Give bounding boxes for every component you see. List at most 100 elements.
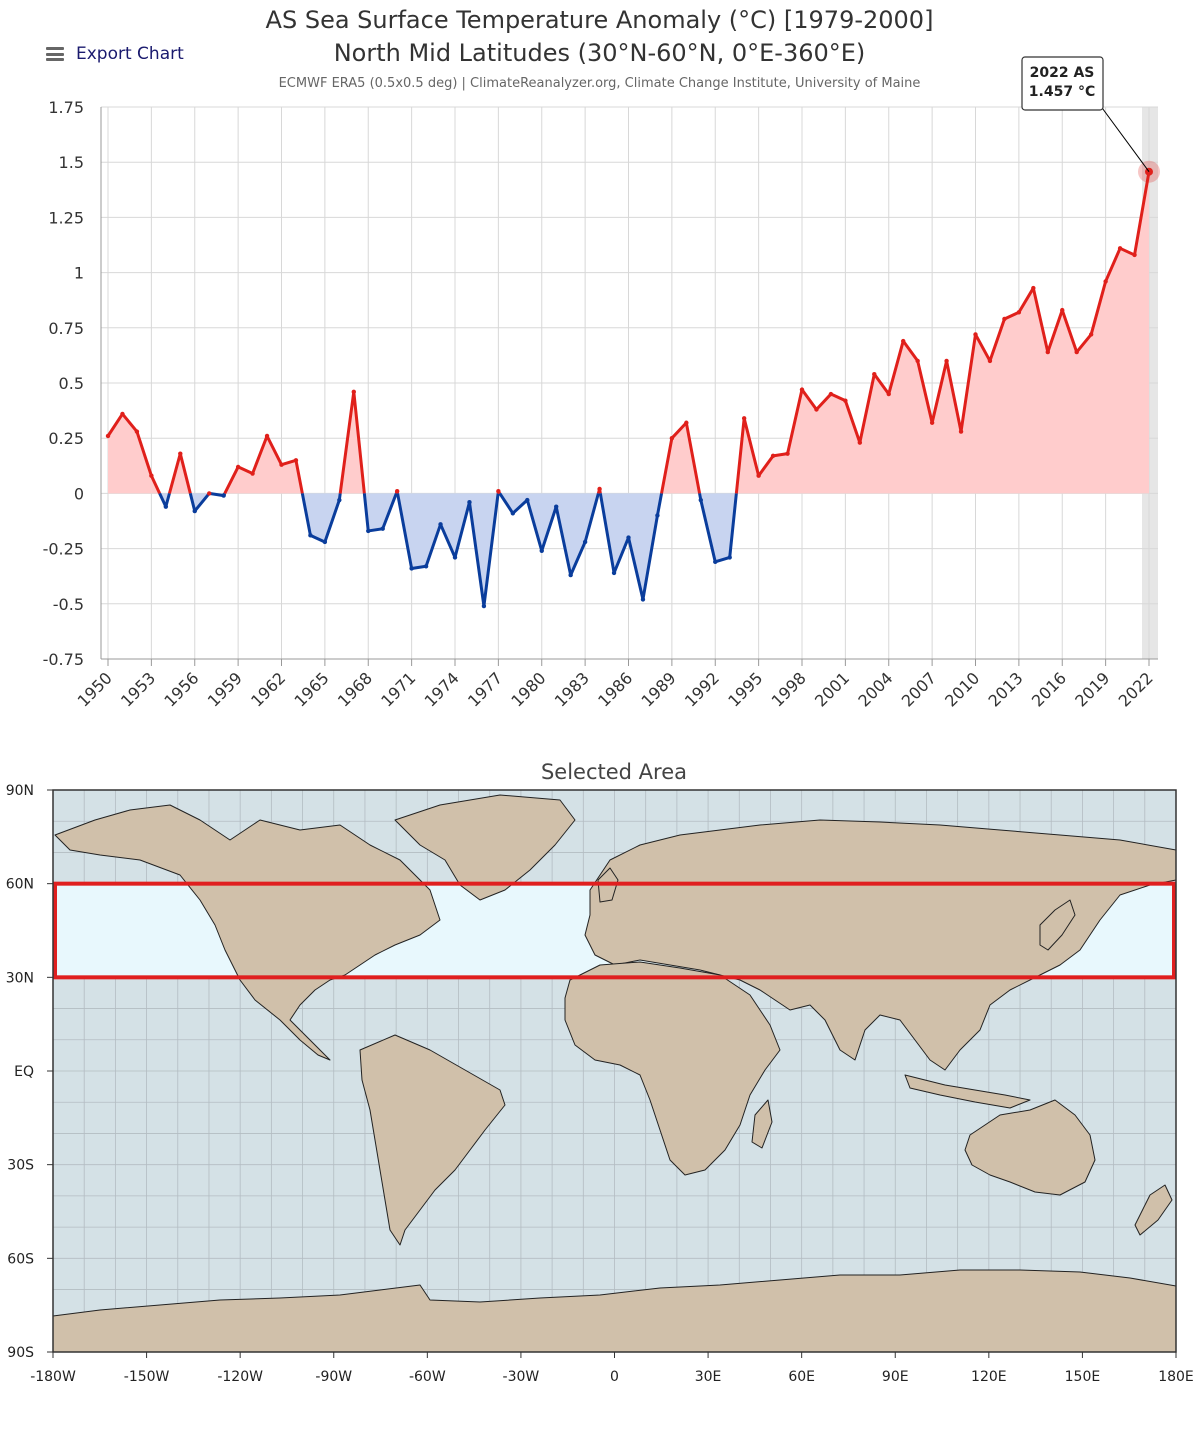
data-point[interactable]	[1132, 252, 1137, 258]
data-point[interactable]	[1060, 307, 1065, 313]
data-point[interactable]	[105, 433, 111, 439]
data-point[interactable]	[423, 564, 429, 569]
data-point[interactable]	[1088, 332, 1094, 337]
lat-tick-label: 30S	[7, 1158, 34, 1174]
chart-title-line2: North Mid Latitudes (30°N-60°N, 0°E-360°…	[333, 39, 866, 67]
data-point[interactable]	[915, 358, 920, 364]
data-point[interactable]	[814, 407, 819, 412]
data-point[interactable]	[741, 416, 747, 421]
data-point[interactable]	[684, 420, 689, 425]
data-point[interactable]	[582, 539, 588, 545]
x-tick-label: 1971	[377, 668, 419, 710]
data-point[interactable]	[467, 500, 472, 505]
data-point[interactable]	[409, 566, 414, 571]
data-point[interactable]	[279, 462, 284, 467]
positive-anomaly-area	[224, 435, 303, 494]
export-chart-button[interactable]: Export Chart	[46, 42, 184, 66]
data-point[interactable]	[901, 338, 906, 344]
data-point[interactable]	[857, 440, 863, 445]
data-point[interactable]	[235, 464, 241, 470]
data-point[interactable]	[655, 513, 660, 518]
data-point[interactable]	[799, 387, 805, 392]
y-tick-label: -0.25	[43, 540, 84, 559]
data-point[interactable]	[958, 429, 964, 434]
data-point[interactable]	[828, 391, 834, 397]
y-tick-label: 0.75	[48, 319, 84, 338]
data-point[interactable]	[886, 391, 891, 397]
data-point[interactable]	[785, 451, 790, 456]
data-point[interactable]	[366, 528, 371, 534]
data-point[interactable]	[770, 453, 776, 459]
x-tick-label: 1980	[507, 668, 549, 710]
negative-anomaly-area	[364, 493, 397, 531]
data-point[interactable]	[525, 497, 530, 503]
lat-tick-label: 90S	[7, 1345, 34, 1361]
data-point[interactable]	[221, 493, 226, 498]
data-point[interactable]	[308, 533, 313, 538]
x-tick-label: 1959	[204, 668, 246, 710]
data-point[interactable]	[192, 508, 197, 514]
data-point[interactable]	[496, 488, 501, 494]
data-point[interactable]	[727, 555, 732, 560]
data-point[interactable]	[597, 486, 602, 492]
anomaly-line-chart: 1.75 1.5 1.25 1 0.75 0.5 0.25 0 -0.25 -0.5 -0.75 1…	[43, 56, 1160, 711]
data-point[interactable]	[843, 398, 848, 403]
tooltip-label: 2022 AS	[1030, 65, 1095, 81]
positive-anomaly-line	[660, 421, 702, 494]
hamburger-menu-icon	[46, 47, 64, 61]
data-point[interactable]	[178, 451, 183, 456]
data-point[interactable]	[698, 497, 703, 503]
data-point[interactable]	[134, 429, 140, 434]
data-point[interactable]	[293, 458, 299, 463]
data-point[interactable]	[611, 570, 617, 576]
data-point[interactable]	[120, 411, 125, 417]
x-tick-label: 1962	[247, 668, 289, 710]
data-point[interactable]	[756, 473, 761, 478]
land-indonesia	[904, 1074, 1031, 1109]
data-point[interactable]	[1016, 310, 1022, 315]
data-point[interactable]	[539, 548, 544, 554]
y-tick-label: 0.5	[59, 374, 84, 393]
data-point[interactable]	[337, 497, 342, 503]
data-point[interactable]	[1045, 349, 1050, 355]
data-point[interactable]	[510, 511, 516, 516]
data-point[interactable]	[438, 522, 443, 527]
data-point[interactable]	[322, 539, 328, 545]
data-point[interactable]	[669, 436, 675, 441]
data-point[interactable]	[163, 504, 169, 509]
x-tick-label: 1983	[551, 668, 593, 710]
data-point[interactable]	[554, 504, 559, 509]
x-tick-label: 2004	[854, 668, 896, 710]
data-point[interactable]	[1117, 246, 1123, 251]
data-point[interactable]	[149, 473, 154, 478]
data-point[interactable]	[1002, 316, 1007, 322]
data-point[interactable]	[973, 332, 978, 337]
data-point[interactable]	[568, 572, 573, 578]
x-tick-label: 1977	[464, 668, 506, 710]
data-point[interactable]	[872, 371, 877, 377]
data-point[interactable]	[264, 433, 270, 439]
x-tick-label: 2016	[1028, 668, 1070, 710]
data-point[interactable]	[207, 491, 212, 496]
lat-tick-label: 90N	[6, 783, 34, 799]
y-tick-label: 0	[74, 484, 84, 503]
data-point[interactable]	[640, 597, 646, 602]
data-point[interactable]	[1074, 349, 1079, 355]
map-title: Selected Area	[541, 760, 687, 784]
data-point[interactable]	[351, 389, 356, 395]
data-point[interactable]	[987, 358, 993, 364]
data-point[interactable]	[1103, 279, 1108, 284]
data-point[interactable]	[626, 535, 631, 540]
data-point[interactable]	[481, 603, 487, 609]
land-africa	[564, 961, 781, 1176]
data-point[interactable]	[944, 358, 949, 364]
data-point[interactable]	[929, 420, 935, 425]
negative-anomaly-area	[699, 493, 737, 562]
data-point[interactable]	[250, 471, 255, 476]
data-point[interactable]	[713, 559, 718, 565]
data-point[interactable]	[452, 555, 458, 560]
data-point[interactable]	[394, 488, 400, 494]
x-tick-label: 1965	[290, 668, 332, 710]
data-point[interactable]	[1031, 285, 1036, 291]
data-point[interactable]	[380, 526, 385, 531]
